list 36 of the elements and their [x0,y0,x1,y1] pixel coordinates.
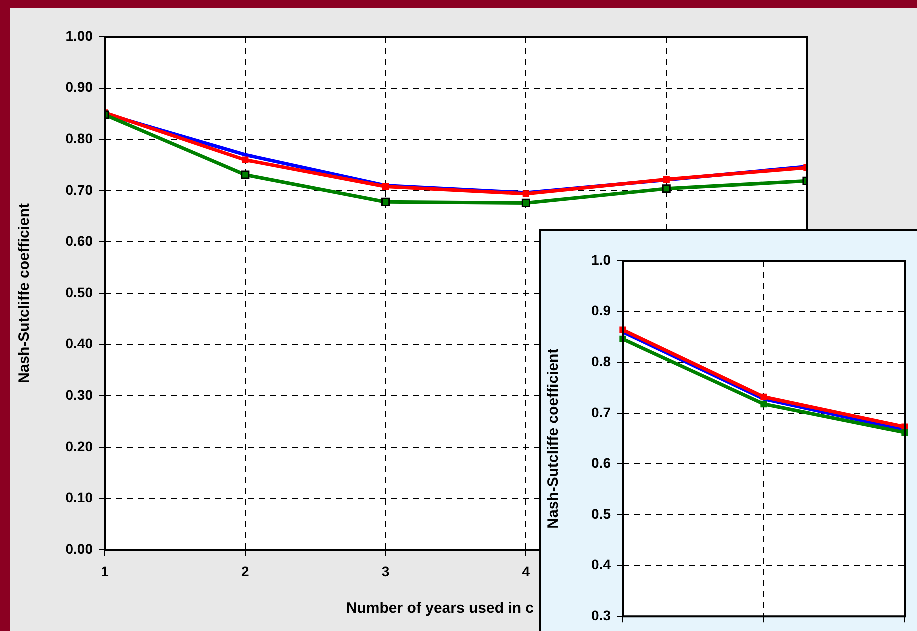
point [760,394,768,400]
y-tick-label: 0.30 [66,386,94,403]
y-tick-label: 1.00 [66,28,94,44]
x-tick-label: 1 [101,563,110,580]
point [663,176,670,183]
point [522,198,530,208]
y-tick-label: 0.9 [592,302,612,319]
point [382,183,390,190]
y-tick-label: 0.8 [592,353,612,370]
y-tick-label: 0.10 [66,490,94,506]
point [662,184,671,194]
y-tick-label: 0.70 [66,182,94,198]
y-tick-label: 1.0 [592,252,612,268]
point [242,156,249,164]
y-axis-title: Nash-Sutcliffe coefficient [545,348,562,529]
y-tick-label: 0.40 [66,336,94,352]
y-tick-label: 0.7 [592,404,612,420]
point [760,400,768,408]
y-tick-label: 0.00 [66,540,94,557]
y-tick-label: 0.20 [66,438,94,454]
y-tick-label: 0.3 [592,607,612,624]
y-tick-label: 0.50 [66,284,94,300]
point [382,198,390,206]
y-tick-label: 0.60 [66,233,94,250]
y-axis-title: Nash-Sutcliffe coefficient [16,203,34,384]
x-axis-title: Number of years used in c [346,600,534,618]
y-tick-label: 0.4 [592,556,612,573]
y-tick-label: 0.80 [66,130,94,146]
point [522,190,530,198]
x-tick-label: 4 [522,563,530,580]
y-tick-label: 0.90 [66,79,94,96]
y-tick-label: 0.6 [592,455,612,472]
x-tick-label: 3 [382,563,390,580]
y-tick-label: 0.5 [592,506,612,522]
x-tick-label: 2 [242,563,250,580]
point [241,170,250,180]
